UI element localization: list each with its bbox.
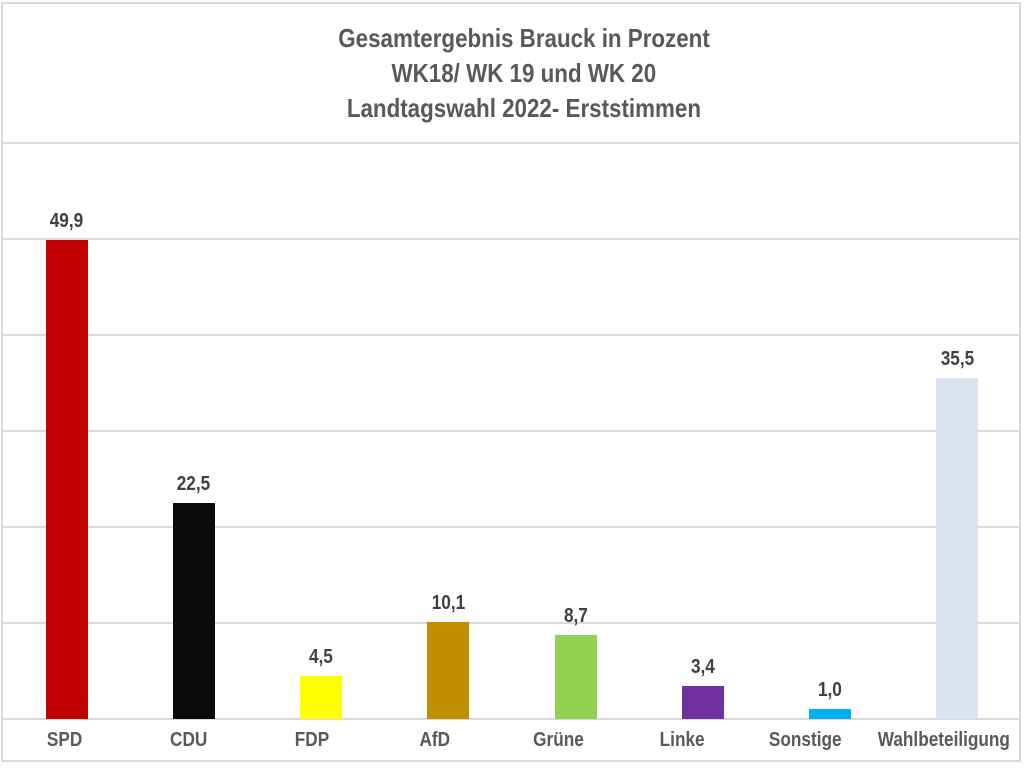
- bar-column-wahlbeteiligung: 35,5: [894, 143, 1021, 719]
- gridline-50: [3, 238, 1021, 240]
- category-label-text: SPD: [47, 728, 83, 751]
- x-axis-category-labels: SPD CDU FDP AfD Grüne Linke Sonstige Wahlbeteil…: [3, 719, 1021, 761]
- bar-linke: [681, 686, 724, 719]
- category-label-text: Sonstige: [769, 728, 842, 751]
- bar-sonstige: [809, 709, 852, 719]
- category-label-linke: Linke: [620, 719, 743, 761]
- bar-afd: [427, 622, 470, 719]
- category-label-wahlbeteiligung: Wahlbeteiligung: [867, 719, 1021, 761]
- bar-value-text: 4,5: [309, 645, 334, 668]
- bar-spd: [45, 239, 88, 719]
- plot-area: 49,9 22,5 4,5 10,1 8,7 3,4 1,0 35,5: [3, 142, 1021, 720]
- bar-column-fdp: 4,5: [258, 143, 385, 719]
- bar-column-sonstige: 1,0: [767, 143, 894, 719]
- bar-fdp: [300, 675, 343, 719]
- gridline-30: [3, 430, 1021, 432]
- chart-title-line-1: Gesamtergebnis Brauck in Prozent: [338, 23, 710, 53]
- chart-title-line-3: Landtagswahl 2022- Erststimmen: [346, 93, 702, 123]
- bar-wahlbeteiligung: [936, 378, 979, 719]
- bar-value-label-spd: 49,9: [0, 210, 137, 232]
- category-label-sonstige: Sonstige: [744, 719, 867, 761]
- gridline-10: [3, 622, 1021, 624]
- bar-value-label-cdu: 22,5: [124, 473, 264, 495]
- gridline-40: [3, 334, 1021, 336]
- bar-value-label-fdp: 4,5: [251, 646, 391, 668]
- bar-value-text: 35,5: [940, 348, 975, 371]
- category-label-fdp: FDP: [250, 719, 373, 761]
- bar-value-label-wahlbeteiligung: 35,5: [887, 348, 1024, 370]
- bar-column-spd: 49,9: [3, 143, 130, 719]
- gridline-60: [3, 142, 1021, 144]
- category-label-text: AfD: [419, 728, 451, 751]
- category-label-cdu: CDU: [126, 719, 249, 761]
- category-label-text: Linke: [659, 728, 705, 751]
- bar-column-grüne: 8,7: [512, 143, 639, 719]
- bar-grüne: [554, 635, 597, 719]
- gridline-0: [3, 718, 1021, 720]
- category-label-text: Grüne: [533, 728, 584, 751]
- bar-value-text: 1,0: [818, 679, 843, 702]
- bar-value-text: 10,1: [431, 592, 466, 615]
- bar-column-cdu: 22,5: [130, 143, 257, 719]
- category-label-text: CDU: [169, 728, 207, 751]
- gridline-20: [3, 526, 1021, 528]
- bar-value-label-linke: 3,4: [633, 656, 773, 678]
- chart-title-line-2: WK18/ WK 19 und WK 20: [391, 58, 657, 88]
- bar-value-text: 49,9: [49, 209, 84, 232]
- bar-columns: 49,9 22,5 4,5 10,1 8,7 3,4 1,0 35,5: [3, 143, 1021, 719]
- bar-cdu: [172, 503, 215, 719]
- category-label-text: Wahlbeteiligung: [878, 728, 1011, 751]
- bar-value-text: 22,5: [177, 473, 211, 495]
- category-label-afd: AfD: [373, 719, 496, 761]
- bar-column-afd: 10,1: [385, 143, 512, 719]
- category-label-grüne: Grüne: [497, 719, 620, 761]
- bar-column-linke: 3,4: [639, 143, 766, 719]
- bar-value-text: 8,7: [563, 605, 588, 628]
- chart-title: Gesamtergebnis Brauck in Prozent WK18/ W…: [24, 21, 1024, 126]
- bar-value-label-grüne: 8,7: [506, 605, 646, 627]
- bar-value-label-afd: 10,1: [378, 592, 518, 614]
- bar-value-text: 3,4: [690, 656, 715, 679]
- bar-value-label-sonstige: 1,0: [760, 679, 900, 701]
- category-label-spd: SPD: [3, 719, 126, 761]
- category-label-text: FDP: [294, 728, 329, 751]
